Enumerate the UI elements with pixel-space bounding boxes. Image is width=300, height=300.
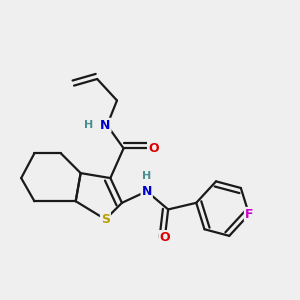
Text: H: H (142, 171, 151, 182)
Text: H: H (84, 120, 94, 130)
Text: F: F (245, 208, 253, 221)
Text: O: O (148, 142, 159, 155)
Text: S: S (101, 213, 110, 226)
Text: N: N (142, 185, 152, 198)
Text: N: N (100, 119, 111, 132)
Text: O: O (160, 231, 170, 244)
